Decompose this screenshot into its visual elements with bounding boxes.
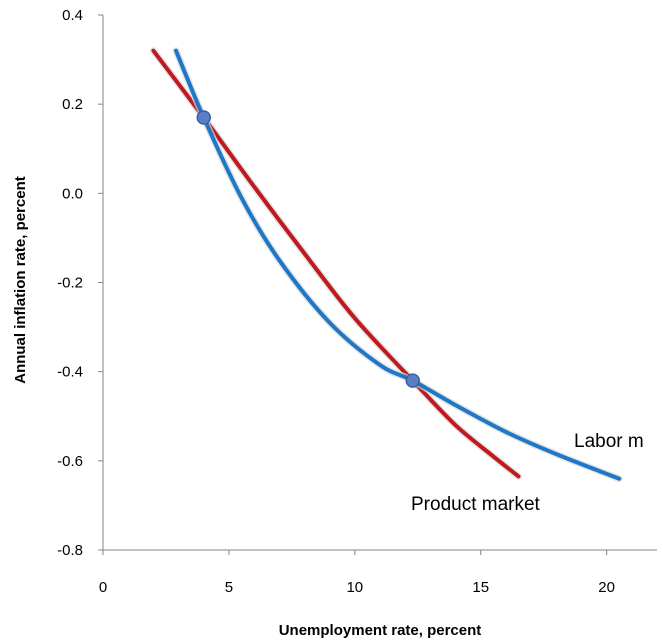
- intersection-marker: [405, 373, 420, 388]
- x-tick-label: 20: [598, 579, 615, 596]
- y-tick-label: -0.4: [57, 364, 83, 381]
- series-line-product-market: [151, 48, 521, 479]
- plot-area: [149, 47, 623, 483]
- y-tick-label: 0.0: [62, 185, 83, 202]
- x-tick-label: 15: [472, 579, 489, 596]
- y-tick-label: 0.2: [62, 96, 83, 113]
- x-tick-label: 10: [346, 579, 363, 596]
- y-axis-title: Annual inflation rate, percent: [12, 176, 29, 384]
- series-line-labor-m: [174, 48, 622, 481]
- series-shadow-labor-m: [172, 47, 623, 483]
- x-axis-title: Unemployment rate, percent: [279, 622, 482, 639]
- y-tick-label: -0.2: [57, 275, 83, 292]
- series-label-product-market: Product market: [411, 494, 541, 515]
- series-label-labor-market: Labor m: [574, 431, 644, 452]
- y-tick-label: -0.6: [57, 453, 83, 470]
- axes: 0.4 0.2 0.0 -0.2 -0.4 -0.6 -0.8 0 5 10 15 20: [57, 7, 657, 596]
- y-tick-label: 0.4: [62, 7, 83, 24]
- x-tick-label: 5: [225, 579, 233, 596]
- intersection-marker: [196, 110, 211, 125]
- x-tick-label: 0: [99, 579, 107, 596]
- y-tick-label: -0.8: [57, 542, 83, 559]
